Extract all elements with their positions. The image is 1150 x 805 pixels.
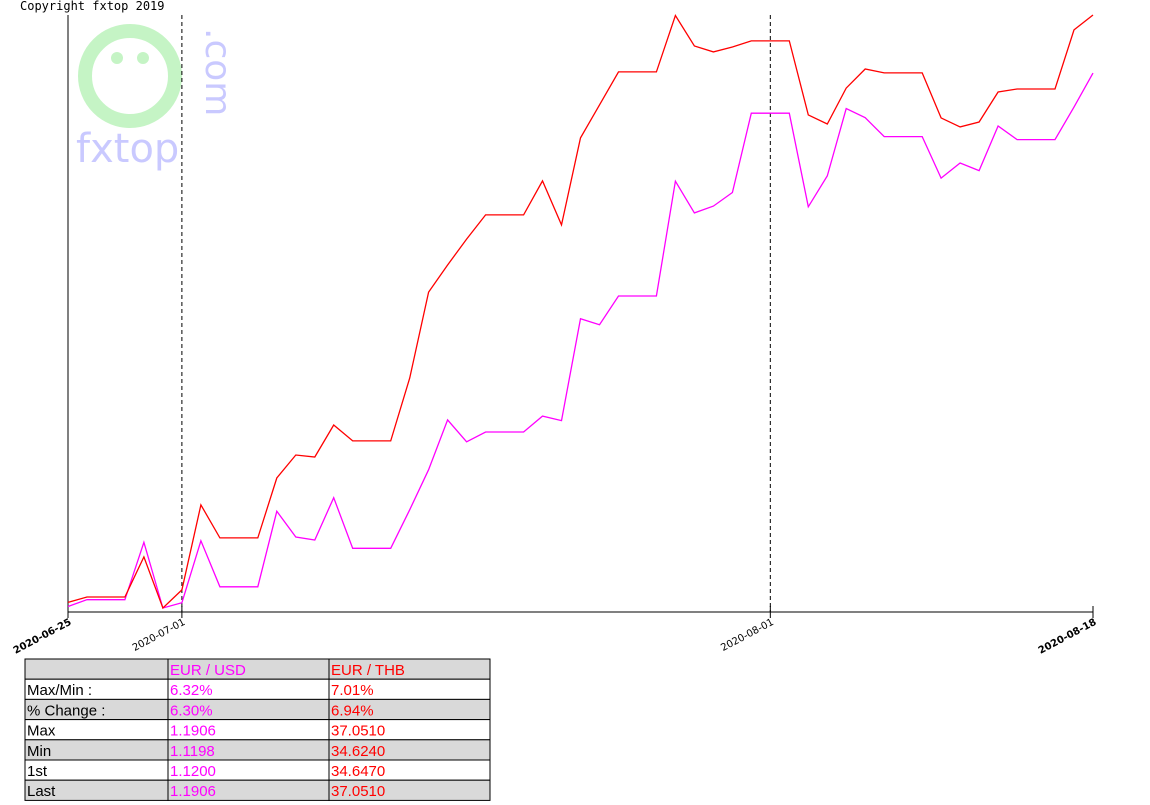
table-text: 37.0510 — [331, 783, 385, 800]
table-text: Last — [27, 783, 56, 800]
logo-text: fxtop — [76, 126, 179, 172]
logo-smiley — [78, 24, 182, 128]
table-text: 34.6470 — [331, 763, 385, 780]
table-text: 1.1200 — [170, 763, 216, 780]
table-cell — [24, 658, 169, 680]
x-tick-label: 2020-08-18 — [1037, 617, 1099, 657]
series-line — [67, 13, 1094, 610]
table-text: 1.1906 — [170, 723, 216, 740]
logo-eye — [137, 52, 149, 64]
table-header: EUR / THB — [331, 662, 405, 679]
table-text: Max/Min : — [27, 682, 92, 699]
logo-suffix: .com — [197, 28, 238, 116]
x-tick-label: 2020-08-01 — [719, 617, 775, 654]
watermark-logo: fxtop .com — [76, 24, 238, 172]
table-text: 37.0510 — [331, 723, 385, 740]
table-header: EUR / USD — [170, 662, 246, 679]
table-text: 6.94% — [331, 702, 374, 719]
x-tick-label: 2020-07-01 — [131, 617, 187, 654]
table-cell — [328, 779, 491, 801]
table-text: 6.32% — [170, 682, 213, 699]
table-text: % Change : — [27, 702, 105, 719]
table-text: 6.30% — [170, 702, 213, 719]
table-text: 7.01% — [331, 682, 374, 699]
x-tick-label: 2020-06-25 — [12, 617, 74, 657]
copyright: Copyright fxtop 2019 — [20, 0, 165, 13]
table-text: 1.1906 — [170, 783, 216, 800]
series-line — [67, 72, 1094, 609]
table-text: Max — [27, 723, 56, 740]
table-text: Min — [27, 743, 51, 760]
table-text: 1.1198 — [170, 743, 215, 760]
table-text: 1st — [27, 763, 48, 780]
table-text: 34.6240 — [331, 743, 385, 760]
logo-eye — [111, 52, 123, 64]
